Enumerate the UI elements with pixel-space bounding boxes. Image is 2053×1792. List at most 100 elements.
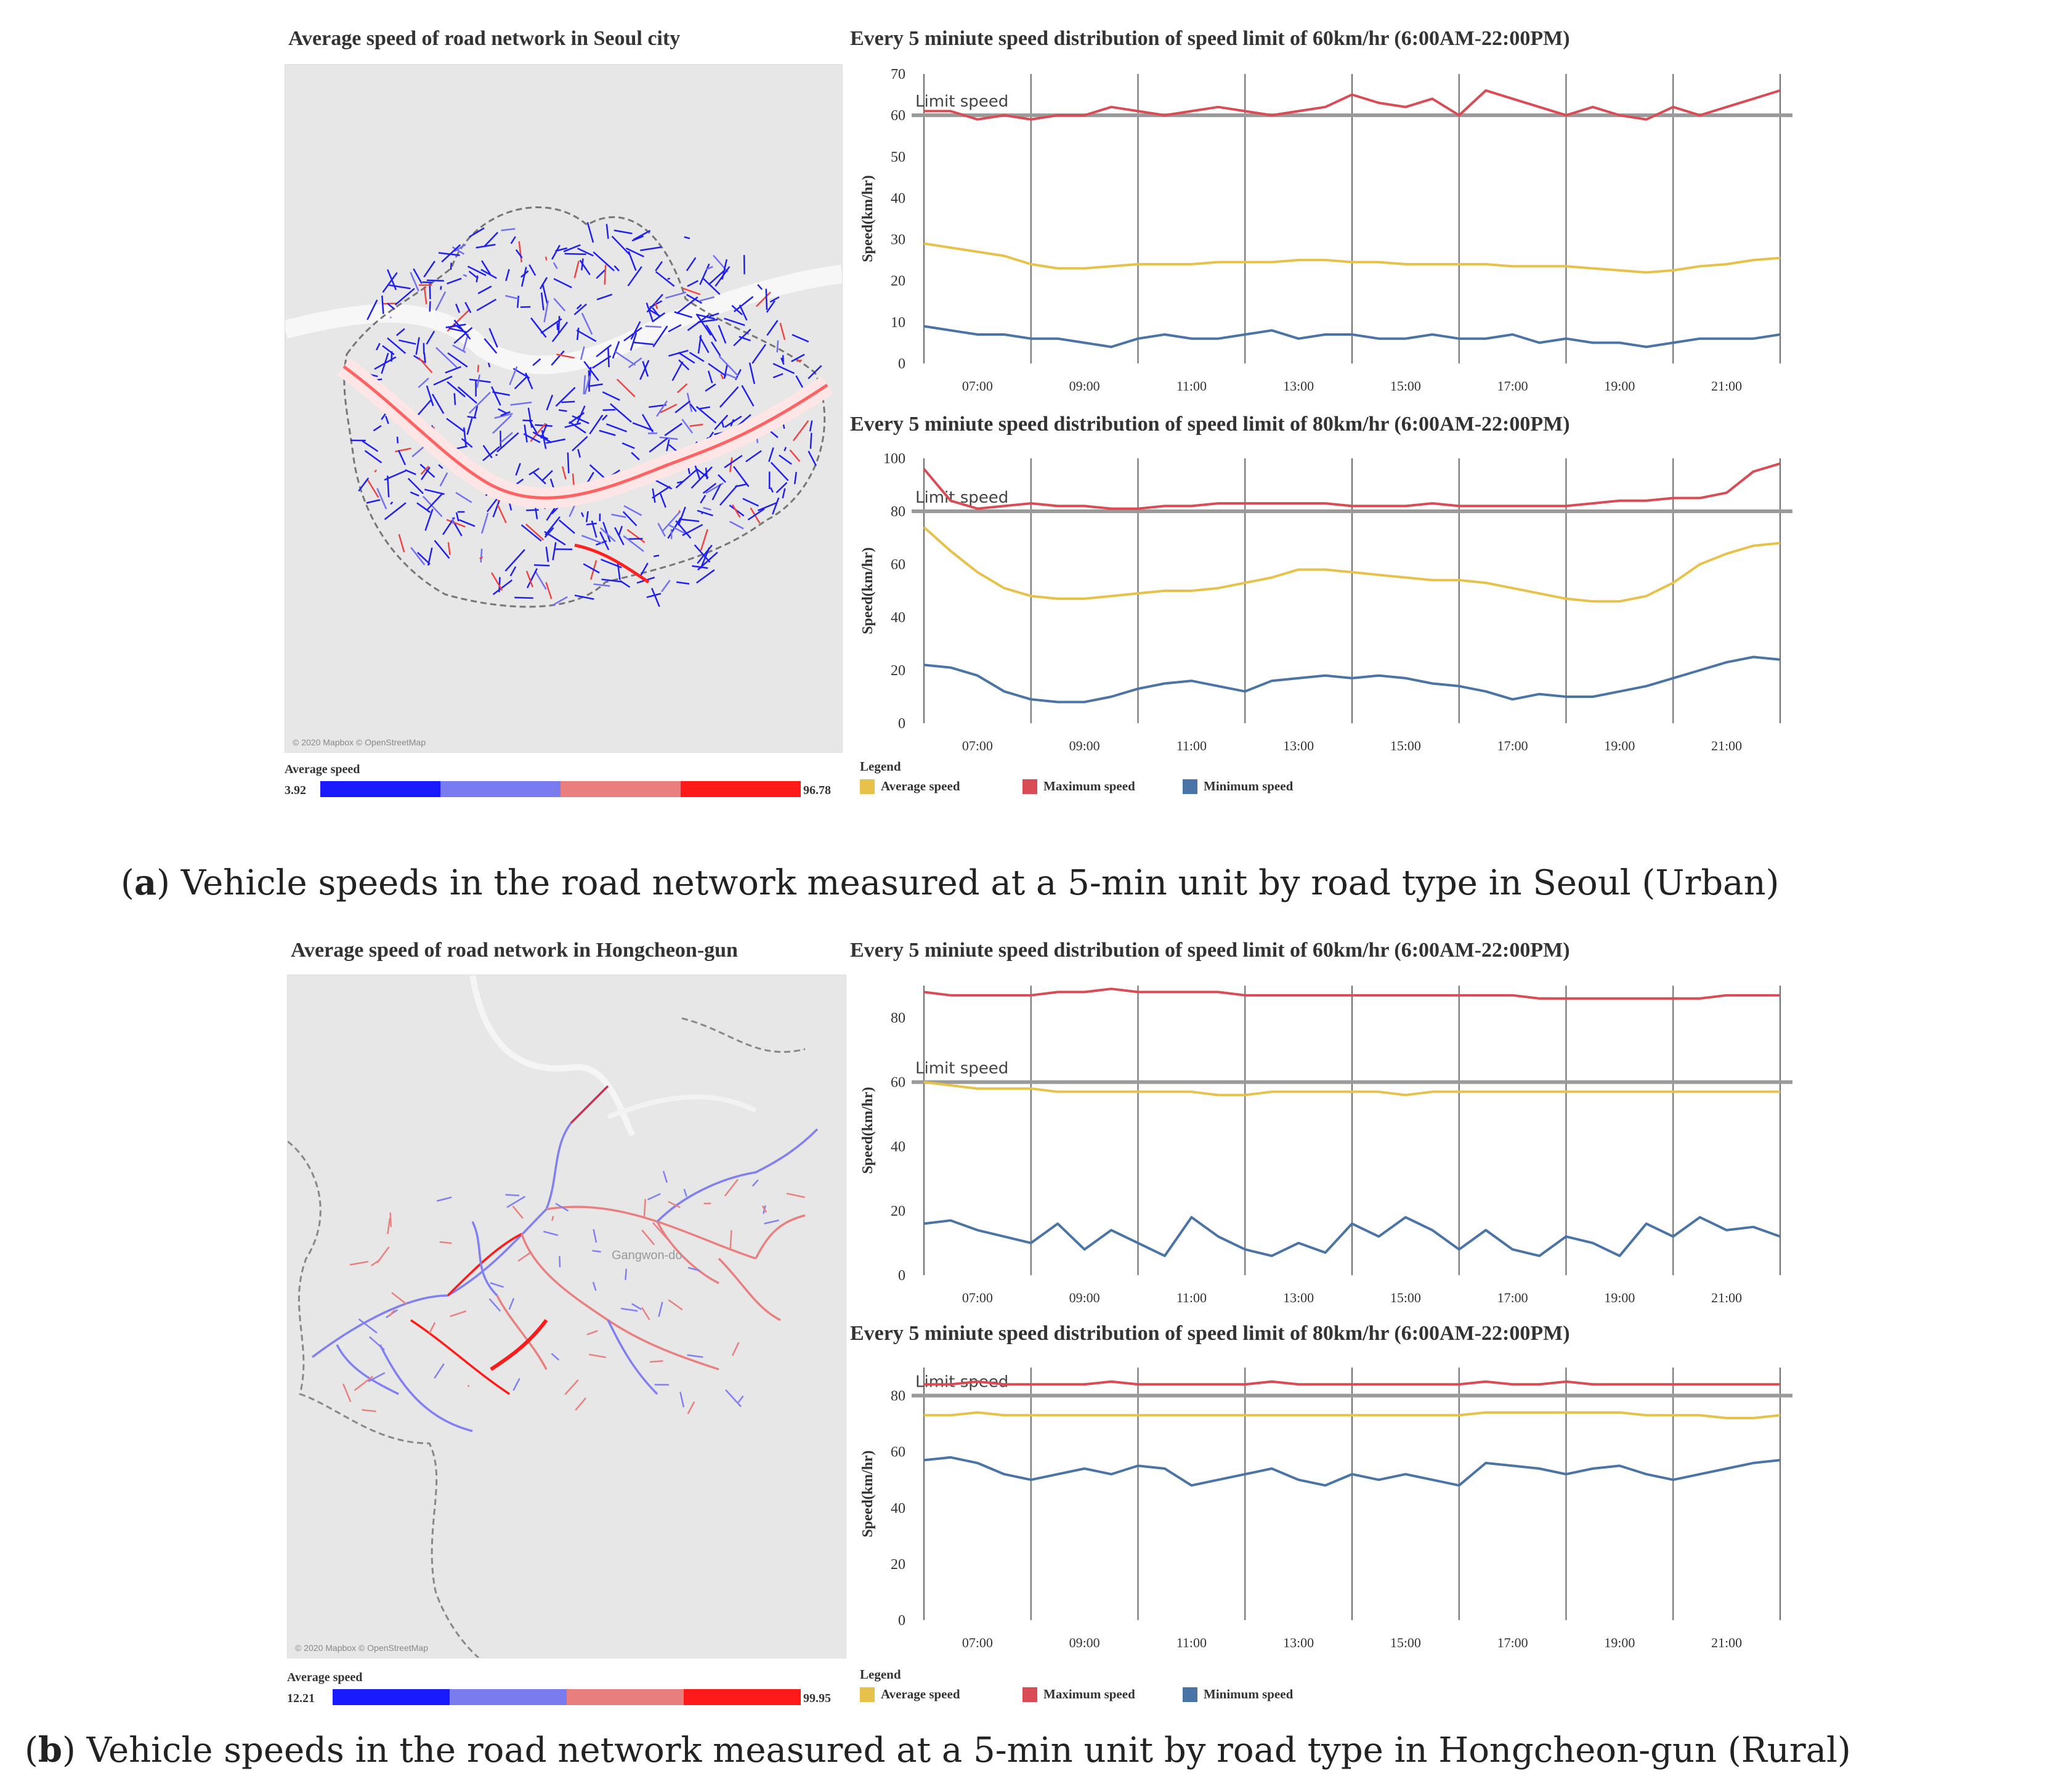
- seoul-map[interactable]: © 2020 Mapbox © OpenStreetMap: [285, 64, 843, 753]
- legend-label: Maximum speed: [1043, 779, 1135, 793]
- series-line-maximum-speed: [923, 987, 1780, 1000]
- x-tick-label: 19:00: [1604, 378, 1635, 394]
- map-attribution: © 2020 Mapbox © OpenStreetMap: [293, 737, 426, 747]
- legend-title: Legend: [860, 1667, 901, 1682]
- x-tick-label: 17:00: [1497, 1290, 1528, 1305]
- chart-title: Every 5 miniute speed distribution of sp…: [850, 27, 1570, 50]
- x-tick-label: 09:00: [1069, 1635, 1100, 1650]
- y-axis-label: Speed(km/hr): [860, 547, 876, 634]
- hongcheon-map[interactable]: Gangwon-do © 2020 Mapbox © OpenStreetMap: [287, 975, 846, 1658]
- color-scale-bar: [333, 1689, 801, 1705]
- x-tick-label: 21:00: [1711, 1290, 1742, 1305]
- x-tick-label: 13:00: [1283, 738, 1314, 753]
- x-tick-label: 07:00: [962, 738, 993, 753]
- legend-swatch: [1183, 1687, 1197, 1702]
- x-tick-label: 13:00: [1283, 1290, 1314, 1305]
- y-axis-label: Speed(km/hr): [860, 175, 876, 262]
- scale-min: 12.21: [287, 1692, 315, 1705]
- y-tick-label: 0: [898, 1613, 905, 1629]
- x-tick-label: 21:00: [1711, 378, 1742, 394]
- caption-text: ) Vehicle speeds in the road network mea…: [156, 863, 1780, 903]
- limit-speed-label: Limit speed: [915, 92, 1008, 111]
- caption: (b) Vehicle speeds in the road network m…: [25, 1730, 1851, 1770]
- x-tick-label: 15:00: [1390, 378, 1421, 394]
- chart-title: Every 5 miniute speed distribution of sp…: [850, 413, 1570, 436]
- y-tick-label: 50: [891, 149, 905, 165]
- x-tick-label: 07:00: [962, 1635, 993, 1650]
- legend-swatch: [860, 779, 875, 794]
- legend-item-minimum: Minimum speed: [1183, 779, 1293, 794]
- legend-item-minimum: Minimum speed: [1183, 1687, 1293, 1702]
- scale-title: Average speed: [287, 1671, 363, 1684]
- x-tick-label: 09:00: [1069, 1290, 1100, 1305]
- series-line-average-speed: [923, 1080, 1780, 1097]
- y-tick-label: 40: [891, 610, 905, 626]
- chart-title: Every 5 miniute speed distribution of sp…: [850, 939, 1570, 962]
- legend-label: Minimum speed: [1204, 1687, 1294, 1701]
- x-tick-label: 11:00: [1176, 738, 1207, 753]
- series-line-average-speed: [923, 242, 1781, 274]
- y-tick-label: 70: [891, 67, 905, 83]
- caption: (a) Vehicle speeds in the road network m…: [121, 862, 1780, 903]
- x-tick-label: 17:00: [1497, 738, 1528, 753]
- legend-title: Legend: [860, 759, 901, 774]
- scale-max: 96.78: [803, 784, 831, 797]
- color-scale-bar: [320, 781, 801, 797]
- y-tick-label: 40: [891, 190, 905, 206]
- y-axis-label: Speed(km/hr): [860, 1087, 876, 1174]
- y-tick-label: 40: [891, 1139, 905, 1155]
- caption-text: ) Vehicle speeds in the road network mea…: [62, 1730, 1851, 1770]
- series-line-minimum-speed: [923, 655, 1781, 703]
- speed-chart-80-hongcheon: 0 20 40 60 80 07:00 09:00 11:00 13:00 15:00 17:00 1…: [860, 1368, 1792, 1650]
- y-tick-label: 40: [891, 1501, 905, 1517]
- x-tick-label: 21:00: [1711, 738, 1742, 753]
- x-tick-label: 11:00: [1176, 378, 1207, 394]
- x-tick-label: 17:00: [1497, 378, 1528, 394]
- seoul-boundary: [343, 206, 826, 608]
- y-tick-label: 80: [891, 1389, 905, 1405]
- series-line-minimum-speed: [923, 1456, 1781, 1487]
- region-label: Gangwon-do: [612, 1249, 682, 1262]
- legend-swatch: [860, 1687, 875, 1702]
- x-tick-label: 19:00: [1604, 1635, 1635, 1650]
- caption-tag: a: [134, 862, 157, 903]
- x-tick-label: 11:00: [1176, 1635, 1207, 1650]
- road-lines: [311, 1085, 819, 1432]
- series-line-minimum-speed: [923, 1216, 1781, 1257]
- x-tick-label: 09:00: [1069, 738, 1100, 753]
- speed-chart-60-hongcheon: 0 20 40 60 80 07:00 09:00 11:00 13:00 15:00 17:00 1…: [860, 986, 1792, 1305]
- x-tick-label: 15:00: [1390, 738, 1421, 753]
- x-tick-label: 13:00: [1283, 1635, 1314, 1650]
- y-tick-label: 10: [891, 315, 905, 331]
- y-axis-label: Speed(km/hr): [860, 1450, 876, 1537]
- x-tick-label: 19:00: [1604, 738, 1635, 753]
- hongcheon-road-network: [288, 975, 819, 1658]
- x-tick-label: 11:00: [1176, 1290, 1207, 1305]
- speed-chart-80-seoul: 0 20 40 60 80 100 07:00 09:00 11:00 13:00 15:00 17:…: [860, 451, 1792, 753]
- y-tick-label: 80: [891, 1010, 905, 1026]
- series-line-minimum-speed: [923, 325, 1781, 349]
- legend-swatch: [1022, 779, 1037, 794]
- legend-swatch: [1022, 1687, 1037, 1702]
- speed-chart-60-seoul: 0 10 20 30 40 50 60 70 07:00 09:00 11:00 13:00 15:00…: [860, 67, 1792, 394]
- series-line-maximum-speed: [924, 89, 1781, 121]
- map-attribution: © 2020 Mapbox © OpenStreetMap: [295, 1643, 428, 1653]
- y-tick-label: 0: [898, 716, 905, 732]
- x-tick-label: 15:00: [1390, 1290, 1421, 1305]
- series-line-maximum-speed: [923, 462, 1781, 510]
- x-tick-label: 07:00: [962, 1290, 993, 1305]
- scale-min: 3.92: [285, 784, 306, 797]
- limit-speed-label: Limit speed: [915, 1060, 1008, 1078]
- y-tick-label: 60: [891, 1445, 905, 1461]
- chart-title: Every 5 miniute speed distribution of sp…: [850, 1322, 1570, 1345]
- scale-title: Average speed: [285, 763, 360, 776]
- legend-label: Average speed: [881, 779, 960, 793]
- x-tick-label: 19:00: [1604, 1290, 1635, 1305]
- y-tick-label: 0: [898, 356, 905, 372]
- legend-item-average: Average speed: [860, 1687, 960, 1702]
- y-tick-label: 20: [891, 274, 905, 290]
- y-tick-label: 60: [891, 108, 905, 124]
- x-tick-label: 21:00: [1711, 1635, 1742, 1650]
- y-tick-label: 20: [891, 663, 905, 679]
- x-tick-label: 09:00: [1069, 378, 1100, 394]
